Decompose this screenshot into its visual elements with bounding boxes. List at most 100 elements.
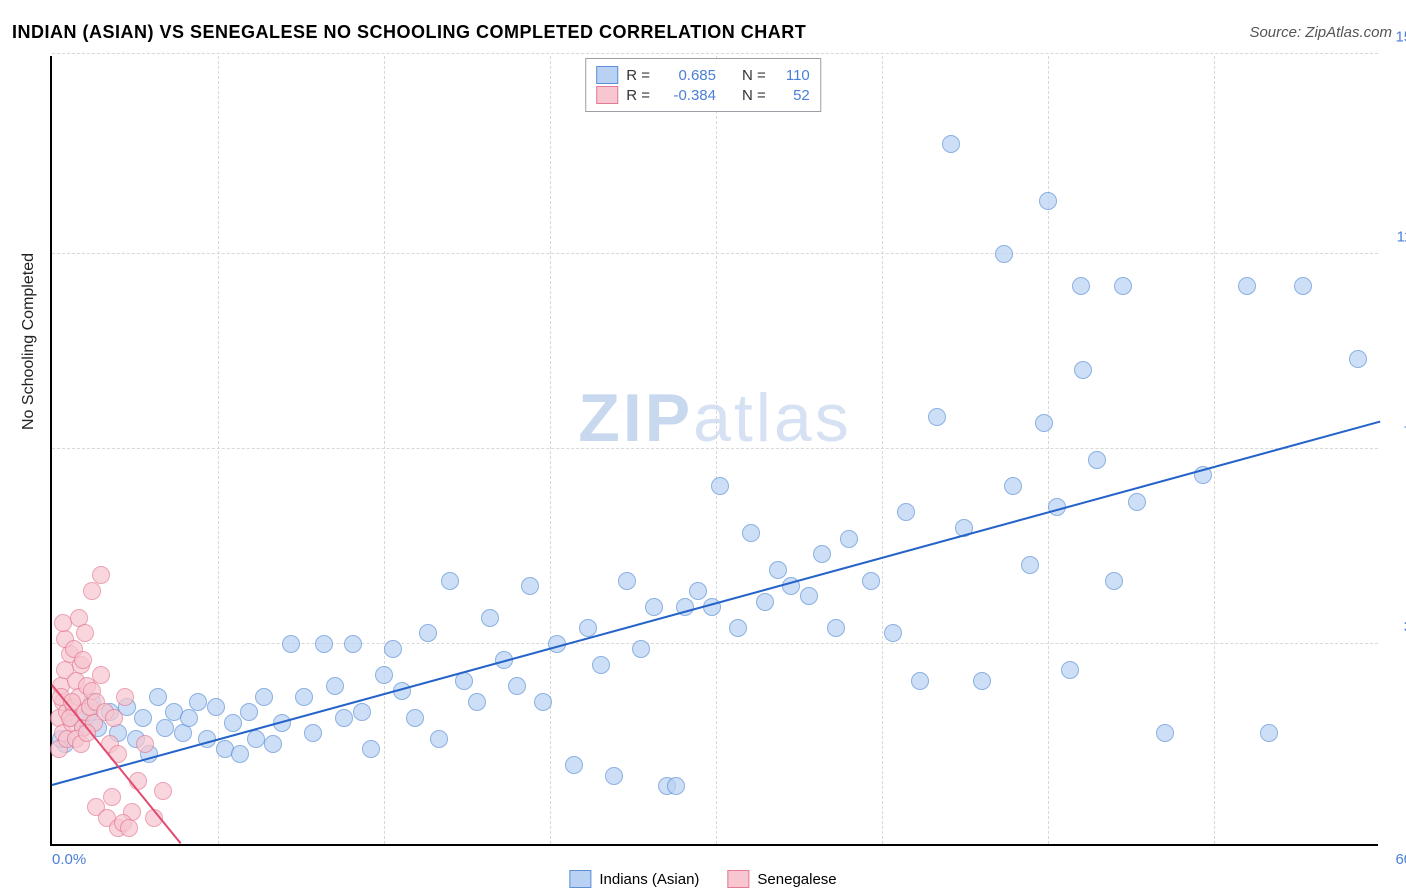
scatter-point [1021, 556, 1039, 574]
scatter-point [534, 693, 552, 711]
gridline-h [52, 253, 1378, 254]
scatter-point [92, 666, 110, 684]
watermark-bold: ZIP [578, 380, 693, 456]
series-legend: Indians (Asian) Senegalese [569, 870, 836, 888]
legend-n-value: 52 [774, 87, 810, 104]
scatter-point [862, 572, 880, 590]
scatter-point [326, 677, 344, 695]
scatter-point [129, 772, 147, 790]
legend-r-label: R = [626, 67, 650, 84]
scatter-point [384, 640, 402, 658]
scatter-point [1156, 724, 1174, 742]
scatter-point [92, 566, 110, 584]
scatter-point [618, 572, 636, 590]
scatter-point [711, 477, 729, 495]
legend-n-value: 110 [774, 67, 810, 84]
scatter-point [353, 703, 371, 721]
legend-swatch [569, 870, 591, 888]
legend-r-value: 0.685 [658, 67, 716, 84]
x-tick-max: 60.0% [1382, 851, 1406, 868]
scatter-point [103, 788, 121, 806]
y-tick-label: 11.2% [1382, 229, 1406, 246]
plot-area: ZIPatlas 3.8%7.5%11.2%15.0%0.0%60.0% [50, 56, 1378, 846]
scatter-point [897, 503, 915, 521]
legend-swatch [596, 86, 618, 104]
scatter-point [813, 545, 831, 563]
scatter-point [689, 582, 707, 600]
scatter-point [884, 624, 902, 642]
gridline-h [52, 53, 1378, 54]
source-attribution: Source: ZipAtlas.com [1249, 24, 1392, 41]
scatter-point [255, 688, 273, 706]
scatter-point [756, 593, 774, 611]
scatter-point [1105, 572, 1123, 590]
scatter-point [282, 635, 300, 653]
y-tick-label: 3.8% [1382, 618, 1406, 635]
scatter-point [1039, 192, 1057, 210]
scatter-point [521, 577, 539, 595]
legend-n-label: N = [742, 87, 766, 104]
scatter-point [419, 624, 437, 642]
legend-row: R = 0.685 N = 110 [596, 66, 810, 84]
gridline-v [882, 56, 883, 844]
scatter-point [105, 709, 123, 727]
scatter-point [769, 561, 787, 579]
legend-swatch [727, 870, 749, 888]
scatter-point [295, 688, 313, 706]
scatter-point [156, 719, 174, 737]
gridline-v [384, 56, 385, 844]
scatter-point [134, 709, 152, 727]
scatter-point [800, 587, 818, 605]
scatter-point [508, 677, 526, 695]
scatter-point [645, 598, 663, 616]
gridline-v [550, 56, 551, 844]
gridline-h [52, 643, 1378, 644]
gridline-v [218, 56, 219, 844]
scatter-point [1074, 361, 1092, 379]
scatter-point [911, 672, 929, 690]
series-legend-item: Indians (Asian) [569, 870, 699, 888]
scatter-point [76, 624, 94, 642]
legend-row: R = -0.384 N = 52 [596, 86, 810, 104]
scatter-point [1349, 350, 1367, 368]
watermark: ZIPatlas [578, 379, 851, 457]
scatter-point [667, 777, 685, 795]
scatter-point [468, 693, 486, 711]
scatter-point [632, 640, 650, 658]
scatter-point [136, 735, 154, 753]
scatter-point [1061, 661, 1079, 679]
scatter-point [231, 745, 249, 763]
scatter-point [441, 572, 459, 590]
scatter-point [729, 619, 747, 637]
scatter-point [1072, 277, 1090, 295]
scatter-point [565, 756, 583, 774]
scatter-point [481, 609, 499, 627]
scatter-point [827, 619, 845, 637]
scatter-point [344, 635, 362, 653]
legend-n-label: N = [742, 67, 766, 84]
scatter-point [928, 408, 946, 426]
scatter-point [605, 767, 623, 785]
legend-r-value: -0.384 [658, 87, 716, 104]
scatter-point [224, 714, 242, 732]
chart-title: INDIAN (ASIAN) VS SENEGALESE NO SCHOOLIN… [12, 22, 806, 43]
series-legend-item: Senegalese [727, 870, 836, 888]
scatter-point [189, 693, 207, 711]
series-legend-label: Senegalese [757, 871, 836, 888]
scatter-point [264, 735, 282, 753]
scatter-point [942, 135, 960, 153]
scatter-point [83, 582, 101, 600]
scatter-point [430, 730, 448, 748]
gridline-h [52, 448, 1378, 449]
scatter-point [406, 709, 424, 727]
scatter-point [207, 698, 225, 716]
y-tick-label: 15.0% [1382, 29, 1406, 46]
scatter-point [74, 651, 92, 669]
x-tick-min: 0.0% [52, 851, 86, 868]
scatter-point [304, 724, 322, 742]
legend-r-label: R = [626, 87, 650, 104]
scatter-point [362, 740, 380, 758]
scatter-point [1238, 277, 1256, 295]
gridline-v [716, 56, 717, 844]
scatter-point [240, 703, 258, 721]
